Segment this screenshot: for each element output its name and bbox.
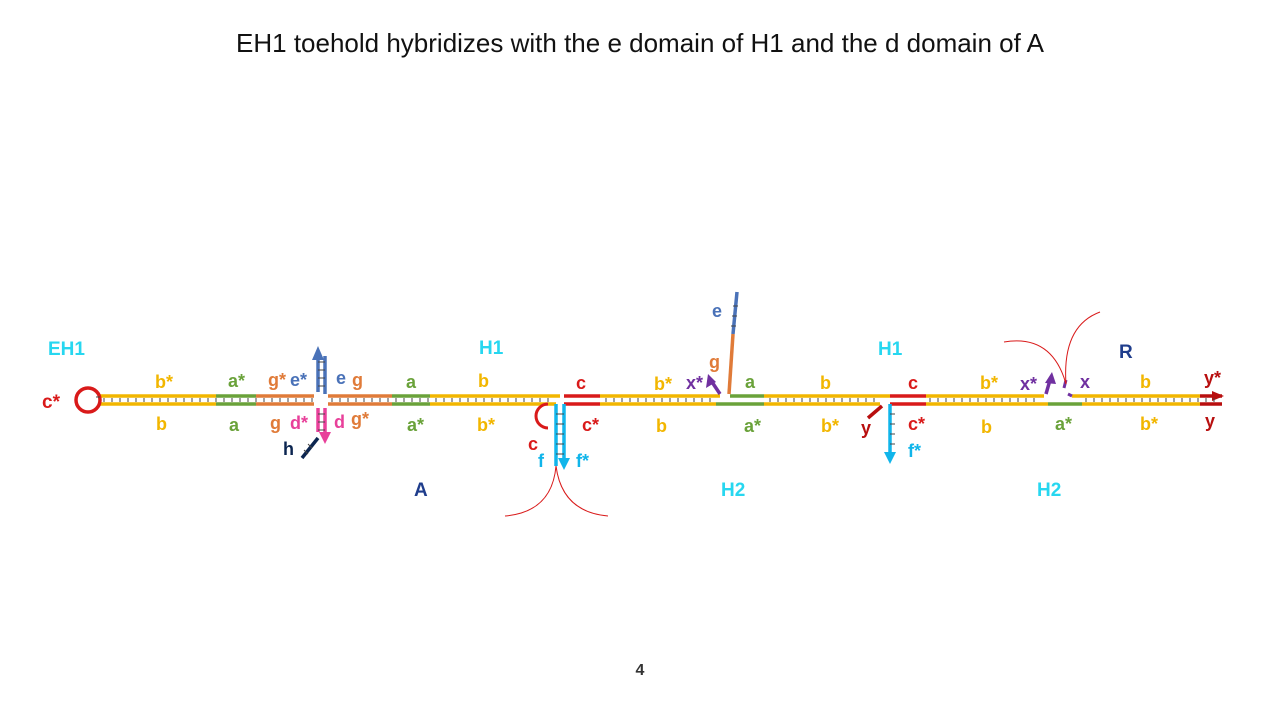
domain-bot-a-1: a xyxy=(229,415,240,435)
domain-bot-b-star-6: b* xyxy=(1140,414,1158,434)
domain-top-x: x xyxy=(1080,372,1090,392)
strand-label-eh1: EH1 xyxy=(48,339,85,360)
domain-c-star-left: c* xyxy=(42,392,61,413)
base-pair-ticks xyxy=(103,398,1215,402)
branch-f-star-2 xyxy=(884,404,896,464)
loop-arc-left xyxy=(504,465,557,517)
domain-top-x-star-1: x* xyxy=(686,373,703,393)
x-star-arrow-2 xyxy=(1044,372,1056,395)
domain-bot-c-loop: c xyxy=(528,434,538,454)
domain-bot-b-star-2: b* xyxy=(477,415,495,435)
y-tail xyxy=(866,404,884,420)
x-star-arrow-1 xyxy=(706,374,722,395)
domain-bot-f-star-2: f* xyxy=(908,441,921,461)
domain-top-e: e xyxy=(336,368,346,388)
domain-bot-b-1: b xyxy=(156,414,167,434)
domain-top-g-h1: g xyxy=(709,352,720,372)
domain-bot-g-1: g xyxy=(270,413,281,433)
domain-bot-d-star: d* xyxy=(290,413,308,433)
branch-d-ticks xyxy=(318,413,325,431)
domain-top-g-2: g xyxy=(352,370,363,390)
domain-bot-a-star-3: a* xyxy=(744,416,761,436)
domain-bot-a-star-4: a* xyxy=(1055,414,1072,434)
domain-top-e-star: e* xyxy=(290,370,307,390)
branch-f-star-2-ticks xyxy=(890,413,895,445)
h1-upper-stem xyxy=(727,291,739,395)
eh1-hairpin-loop xyxy=(74,386,102,414)
domain-bot-c-star-2: c* xyxy=(908,414,925,434)
h-tail xyxy=(300,436,320,460)
domain-bot-c-star-1: c* xyxy=(582,415,599,435)
branch-f-ticks xyxy=(556,413,564,455)
domain-bot-b-star-4: b* xyxy=(821,416,839,436)
page-number: 4 xyxy=(635,662,645,679)
domain-bot-b-3: b xyxy=(656,416,667,436)
domain-top-g-star-1: g* xyxy=(268,370,286,390)
strand-label-h1-first: H1 xyxy=(479,338,504,359)
domain-top-a-star-1: a* xyxy=(228,371,245,391)
strand-label-a: A xyxy=(414,480,428,501)
domain-top-b-4: b xyxy=(820,373,831,393)
strand-label-h1-second: H1 xyxy=(878,339,903,360)
slide-title: EH1 toehold hybridizes with the e domain… xyxy=(236,28,1044,58)
domain-bot-b-5: b xyxy=(981,417,992,437)
domain-top-a-3: a xyxy=(745,372,756,392)
domain-bot-g-star-2: g* xyxy=(351,409,369,429)
h1-upper-stem-ticks xyxy=(731,305,738,327)
domain-top-y-star: y* xyxy=(1204,368,1221,388)
strand-label-h2-first: H2 xyxy=(721,480,745,501)
domain-top-a-2: a xyxy=(406,372,417,392)
domain-bot-h: h xyxy=(283,439,294,459)
strand-label-h2-second: H2 xyxy=(1037,480,1061,501)
domain-top-b-star-1: b* xyxy=(155,372,173,392)
r-arc-right xyxy=(1065,311,1101,385)
r-arc-left xyxy=(1003,340,1067,385)
domain-top-c-2: c xyxy=(908,373,918,393)
domain-bot-a-star-2: a* xyxy=(407,415,424,435)
domain-top-b-2: b xyxy=(478,371,489,391)
domain-top-b-6: b xyxy=(1140,372,1151,392)
strand-label-r: R xyxy=(1119,342,1133,363)
domain-bot-y-right: y xyxy=(1205,411,1215,431)
branch-d-down xyxy=(316,408,331,444)
branch-e-ticks xyxy=(318,361,325,387)
domain-bot-d: d xyxy=(334,412,345,432)
domain-bot-y: y xyxy=(861,418,871,438)
loop-arc-right xyxy=(555,465,609,517)
domain-top-b-star-3: b* xyxy=(654,374,672,394)
c-small-loop xyxy=(534,402,549,430)
domain-top-e-h1: e xyxy=(712,301,722,321)
y-star-arrowhead xyxy=(1212,391,1224,401)
domain-top-x-star-2: x* xyxy=(1020,374,1037,394)
domain-bot-f: f xyxy=(538,451,545,471)
domain-top-b-star-5: b* xyxy=(980,373,998,393)
domain-top-c-1: c xyxy=(576,373,586,393)
domain-bot-f-star: f* xyxy=(576,451,589,471)
